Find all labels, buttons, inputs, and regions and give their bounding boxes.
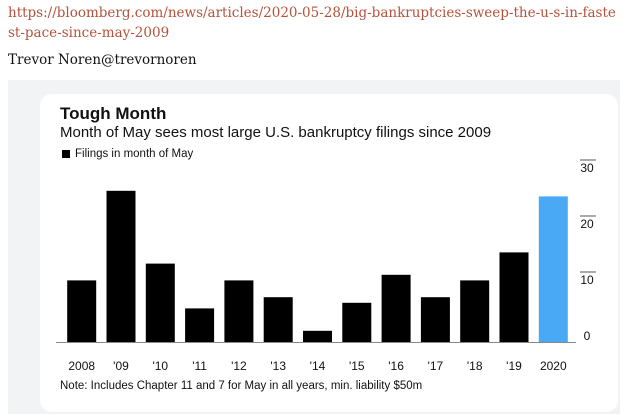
chart-legend: Filings in month of May xyxy=(62,148,193,160)
x-tick-label: '17 xyxy=(428,359,444,373)
x-tick-label: '13 xyxy=(270,359,286,373)
x-tick-label: 2008 xyxy=(68,359,95,373)
y-tick-label: 0 xyxy=(584,329,591,343)
legend-label: Filings in month of May xyxy=(75,148,194,160)
y-tick-label: 30 xyxy=(580,161,594,175)
y-tick-label: 20 xyxy=(580,217,594,231)
chart-note: Note: Includes Chapter 11 and 7 for May … xyxy=(60,380,423,392)
bar-19 xyxy=(499,252,529,342)
x-tick-label: 2020 xyxy=(540,359,567,373)
bar-16 xyxy=(381,274,411,342)
bar-15 xyxy=(342,302,372,342)
bar-11 xyxy=(185,308,215,342)
x-tick-label: '15 xyxy=(349,359,365,373)
x-tick-label: '09 xyxy=(113,359,129,373)
bar-13 xyxy=(263,297,293,342)
y-tick-label: 10 xyxy=(580,273,594,287)
x-tick-label: '14 xyxy=(310,359,326,373)
chart-title: Tough Month xyxy=(60,104,167,123)
x-tick-label: '19 xyxy=(506,359,522,373)
author-byline: Trevor Noren@trevornoren xyxy=(8,52,197,68)
legend-swatch xyxy=(62,150,70,158)
bar-14 xyxy=(303,330,332,342)
x-tick-label: '16 xyxy=(388,359,404,373)
bar-18 xyxy=(460,280,490,342)
x-tick-label: '11 xyxy=(192,359,207,373)
bar-2008 xyxy=(67,280,97,342)
bar-17 xyxy=(420,297,450,342)
chart-subtitle: Month of May sees most large U.S. bankru… xyxy=(60,124,492,141)
bar-09 xyxy=(106,190,136,342)
x-tick-label: '10 xyxy=(152,359,168,373)
bar-12 xyxy=(224,280,254,342)
x-tick-label: '18 xyxy=(467,359,483,373)
bar-10 xyxy=(145,263,175,342)
article-link[interactable]: https://bloomberg.com/news/articles/2020… xyxy=(8,5,616,41)
x-tick-label: '12 xyxy=(231,359,247,373)
bar-2020 xyxy=(538,196,568,342)
